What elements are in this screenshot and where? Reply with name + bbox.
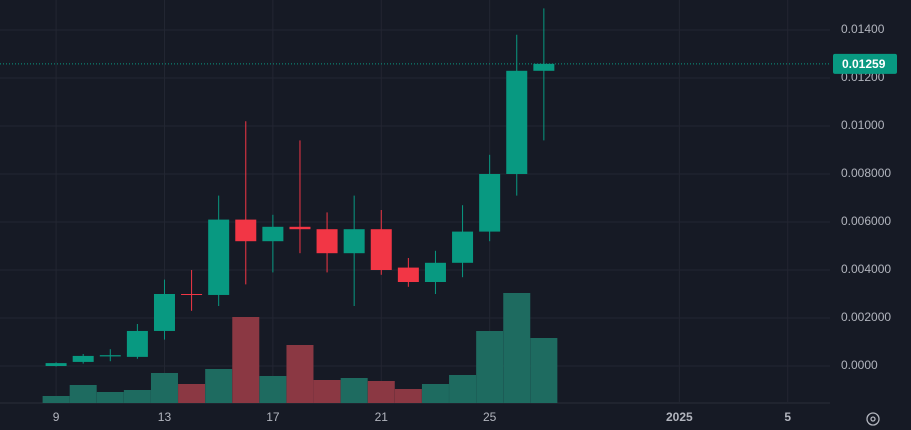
candle-body xyxy=(235,219,257,242)
x-tick-label: 17 xyxy=(266,410,280,424)
volume-bar xyxy=(530,338,558,403)
candle-body xyxy=(424,262,446,282)
candle-body xyxy=(343,229,365,254)
candle-body xyxy=(45,363,67,366)
candle-body xyxy=(126,330,148,357)
candle-body xyxy=(316,229,338,254)
candle-body xyxy=(208,219,230,295)
y-tick-label: 0.004000 xyxy=(841,262,891,276)
volume-bar xyxy=(394,389,422,403)
x-tick-label: 9 xyxy=(53,410,60,424)
volume-bar xyxy=(69,385,97,403)
volume-bar xyxy=(367,381,395,403)
volume-bar xyxy=(178,384,206,403)
volume-bar xyxy=(421,384,449,403)
settings-icon[interactable] xyxy=(866,412,880,426)
y-tick-label: 0.01400 xyxy=(841,22,885,36)
candle-body xyxy=(479,174,501,232)
candle-body xyxy=(99,355,121,357)
volume-bar xyxy=(42,396,70,403)
volume-bar xyxy=(232,317,260,403)
volume-bar xyxy=(476,331,504,403)
volume-bar xyxy=(313,380,341,403)
volume-bar xyxy=(286,345,314,403)
candle-body xyxy=(452,231,474,263)
x-tick-label: 13 xyxy=(158,410,172,424)
last-price-label: 0.01259 xyxy=(842,57,886,71)
candle-body xyxy=(262,226,284,242)
y-tick-label: 0.01000 xyxy=(841,118,885,132)
candle-body xyxy=(72,355,94,362)
x-tick-label: 2025 xyxy=(666,410,693,424)
y-tick-label: 0.002000 xyxy=(841,310,891,324)
candle-body xyxy=(181,294,203,295)
volume-bar xyxy=(449,375,477,403)
volume-bar xyxy=(96,392,124,403)
y-tick-label: 0.006000 xyxy=(841,214,891,228)
y-tick-label: 0.0000 xyxy=(841,358,878,372)
candle-body xyxy=(289,226,311,230)
last-price-box xyxy=(833,53,897,74)
volume-bar xyxy=(123,390,151,403)
candle-body xyxy=(397,267,419,282)
candle-body xyxy=(506,70,528,174)
candle-body xyxy=(533,63,555,71)
y-tick-label: 0.008000 xyxy=(841,166,891,180)
candle-body xyxy=(153,294,175,331)
volume-bar xyxy=(259,376,287,403)
volume-bar xyxy=(503,293,531,403)
candle-body xyxy=(370,229,392,270)
x-tick-label: 25 xyxy=(483,410,497,424)
x-tick-label: 21 xyxy=(375,410,389,424)
x-tick-label: 5 xyxy=(784,410,791,424)
volume-bar xyxy=(340,378,368,403)
volume-bar xyxy=(205,369,233,403)
volume-bar xyxy=(150,373,178,403)
